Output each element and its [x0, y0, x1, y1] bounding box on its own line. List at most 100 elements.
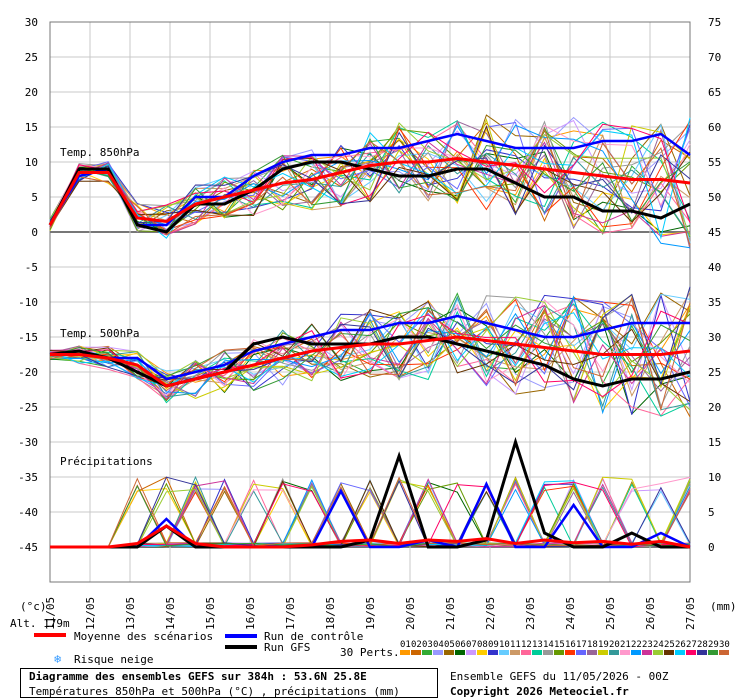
member-line-t850 [49, 138, 691, 232]
x-tick-label: 27/05 [684, 597, 697, 630]
member-id-label: 12 [521, 640, 532, 650]
member-id-label: 01 [400, 640, 411, 650]
member-color-swatch [521, 650, 531, 655]
member-line-t850 [49, 145, 691, 237]
x-tick-label: 20/05 [404, 597, 417, 630]
left-tick-label: -10 [18, 296, 38, 309]
x-tick-label: 12/05 [84, 597, 97, 630]
member-id-label: 04 [433, 640, 444, 650]
right-tick-label: 40 [708, 261, 721, 274]
right-tick-label: 50 [708, 191, 721, 204]
x-tick-label: 23/05 [524, 597, 537, 630]
member-color-swatch [598, 650, 608, 655]
left-tick-label: 10 [25, 156, 38, 169]
legend-control-swatch [225, 634, 257, 638]
left-tick-label: -25 [18, 401, 38, 414]
member-color-swatch [609, 650, 619, 655]
right-tick-label: 5 [708, 506, 715, 519]
member-color-swatch [576, 650, 586, 655]
member-id-label: 23 [642, 640, 653, 650]
x-tick-label: 18/05 [324, 597, 337, 630]
x-tick-label: 13/05 [124, 597, 137, 630]
x-tick-label: 25/05 [604, 597, 617, 630]
member-color-swatch [719, 650, 729, 655]
series-line-t850 [48, 132, 691, 227]
member-color-swatch [400, 650, 410, 655]
legend-gfs-label: Run GFS [264, 641, 310, 654]
plot-border [49, 21, 691, 583]
left-tick-label: -5 [25, 261, 38, 274]
right-tick-label: 70 [708, 51, 721, 64]
member-color-swatch [631, 650, 641, 655]
right-tick-label: 35 [708, 296, 721, 309]
x-tick-label: 19/05 [364, 597, 377, 630]
x-tick-label: 16/05 [244, 597, 257, 630]
member-id-label: 24 [653, 640, 664, 650]
left-tick-label: 0 [31, 226, 38, 239]
legend-gfs-swatch [225, 645, 257, 649]
member-color-swatch [686, 650, 696, 655]
snowflake-icon: ❄ [54, 652, 61, 666]
left-tick-label: 15 [25, 121, 38, 134]
right-tick-label: 75 [708, 16, 721, 29]
x-tick-label: 21/05 [444, 597, 457, 630]
right-tick-label: 10 [708, 471, 721, 484]
member-color-swatch [675, 650, 685, 655]
run-info: Ensemble GEFS du 11/05/2026 - 00Z [450, 670, 669, 683]
member-color-swatch [433, 650, 443, 655]
legend-mean-label: Moyenne des scénarios [74, 630, 213, 643]
right-tick-label: 60 [708, 121, 721, 134]
member-id-label: 07 [466, 640, 477, 650]
member-color-swatch [653, 650, 663, 655]
member-id-label: 06 [455, 640, 466, 650]
member-color-swatch [488, 650, 498, 655]
x-tick-label: 11/05 [44, 597, 57, 630]
member-id-label: 13 [532, 640, 543, 650]
right-tick-label: 45 [708, 226, 721, 239]
member-color-swatch [499, 650, 509, 655]
member-id-label: 08 [477, 640, 488, 650]
member-id-label: 15 [554, 640, 565, 650]
left-tick-label: -45 [18, 541, 38, 554]
member-color-swatch [444, 650, 454, 655]
member-color-swatch [708, 650, 718, 655]
panel-label-t850: Temp. 850hPa [60, 146, 139, 159]
member-color-swatch [422, 650, 432, 655]
member-color-swatch [477, 650, 487, 655]
member-id-label: 11 [510, 640, 521, 650]
member-color-swatch [697, 650, 707, 655]
member-line-t500 [49, 304, 691, 404]
member-line-t850 [49, 131, 691, 224]
legend-mean-swatch [34, 633, 66, 637]
member-id-label: 03 [422, 640, 433, 650]
chart-subtitle: Températures 850hPa et 500hPa (°C) , pré… [29, 685, 400, 698]
left-tick-label: -30 [18, 436, 38, 449]
left-tick-label: 30 [25, 16, 38, 29]
member-id-label: 28 [697, 640, 708, 650]
left-tick-label: -15 [18, 331, 38, 344]
series-line-precip [50, 481, 691, 549]
member-line-t850 [49, 134, 691, 229]
member-id-label: 26 [675, 640, 686, 650]
x-tick-label: 14/05 [164, 597, 177, 630]
member-color-swatch [543, 650, 553, 655]
left-tick-label: -40 [18, 506, 38, 519]
member-line-t850 [49, 122, 691, 237]
member-id-label: 27 [686, 640, 697, 650]
x-tick-label: 26/05 [644, 597, 657, 630]
member-color-swatch [620, 650, 630, 655]
right-tick-label: 0 [708, 541, 715, 554]
x-tick-label: 17/05 [284, 597, 297, 630]
member-id-label: 22 [631, 640, 642, 650]
right-tick-label: 30 [708, 331, 721, 344]
member-line-t500 [49, 299, 691, 397]
member-id-label: 29 [708, 640, 719, 650]
legend-control-label: Run de contrôle [264, 630, 363, 643]
left-tick-label: -35 [18, 471, 38, 484]
right-unit-label: (mm) [710, 600, 737, 613]
right-tick-label: 20 [708, 401, 721, 414]
member-id-label: 25 [664, 640, 675, 650]
member-id-label: 09 [488, 640, 499, 650]
